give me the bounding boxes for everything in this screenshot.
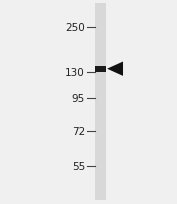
Bar (95, 4, 106, 200)
Bar (95, 67, 106, 72)
Text: 250: 250 (65, 23, 85, 32)
Text: 55: 55 (72, 161, 85, 171)
Text: 130: 130 (65, 68, 85, 77)
Text: 72: 72 (72, 127, 85, 136)
Text: 95: 95 (72, 94, 85, 104)
Polygon shape (107, 62, 123, 76)
